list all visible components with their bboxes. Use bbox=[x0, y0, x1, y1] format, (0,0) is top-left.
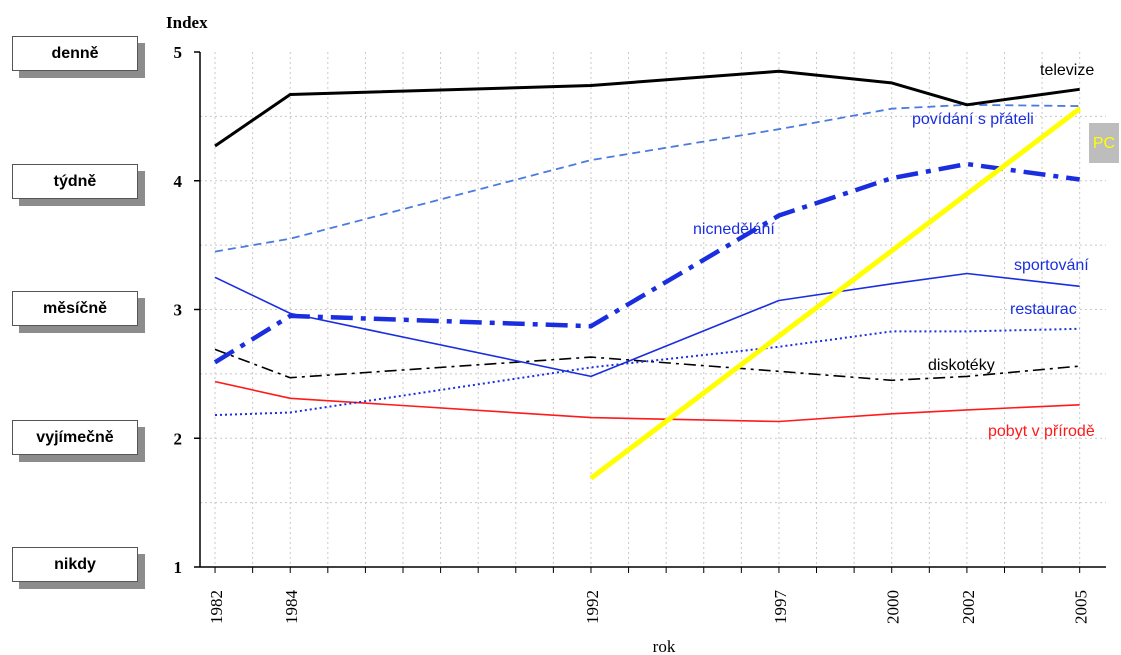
series-line-pobyt-v-přírodě bbox=[214, 380, 1080, 423]
pc-label-box bbox=[1089, 123, 1119, 163]
y-tick-label: 2 bbox=[174, 429, 183, 448]
series-label-pc: PC bbox=[1093, 135, 1115, 152]
series-label: povídání s přáteli bbox=[912, 111, 1034, 128]
series-label: nicnedělání bbox=[693, 221, 775, 238]
x-axis-title: rok bbox=[653, 637, 676, 655]
series-label: sportování bbox=[1014, 257, 1089, 274]
series-line-PC bbox=[589, 106, 1082, 481]
series-line-sportování bbox=[214, 272, 1080, 378]
series-label: pobyt v přírodě bbox=[988, 423, 1095, 440]
y-tick-label: 4 bbox=[174, 172, 183, 191]
x-tick-label: 1992 bbox=[583, 590, 602, 624]
frequency-label-daily: denně bbox=[12, 36, 138, 71]
x-tick-label: 1984 bbox=[282, 590, 301, 625]
series-label: televize bbox=[1040, 62, 1094, 79]
series-line-restaurac bbox=[214, 327, 1080, 417]
frequency-label-weekly: týdně bbox=[12, 164, 138, 199]
x-tick-label: 2000 bbox=[884, 590, 903, 624]
series-label: restaurac bbox=[1010, 301, 1077, 318]
frequency-label-monthly: měsíčně bbox=[12, 291, 138, 326]
y-axis-title: Index bbox=[166, 13, 208, 32]
y-tick-label: 3 bbox=[174, 301, 183, 320]
y-tick-label: 1 bbox=[174, 558, 183, 577]
x-tick-label: 2002 bbox=[959, 590, 978, 624]
x-tick-label: 1982 bbox=[207, 590, 226, 624]
frequency-label-never: nikdy bbox=[12, 547, 138, 582]
series-line-nicnedělání bbox=[213, 161, 1081, 365]
series-label: diskotéky bbox=[928, 357, 995, 374]
x-tick-label: 2005 bbox=[1072, 590, 1091, 624]
x-tick-label: 1997 bbox=[771, 590, 790, 625]
series-line-diskotéky bbox=[214, 348, 1080, 382]
series-line-televize bbox=[214, 69, 1080, 148]
frequency-label-rarely: vyjímečně bbox=[12, 420, 138, 455]
y-tick-label: 5 bbox=[174, 43, 183, 62]
